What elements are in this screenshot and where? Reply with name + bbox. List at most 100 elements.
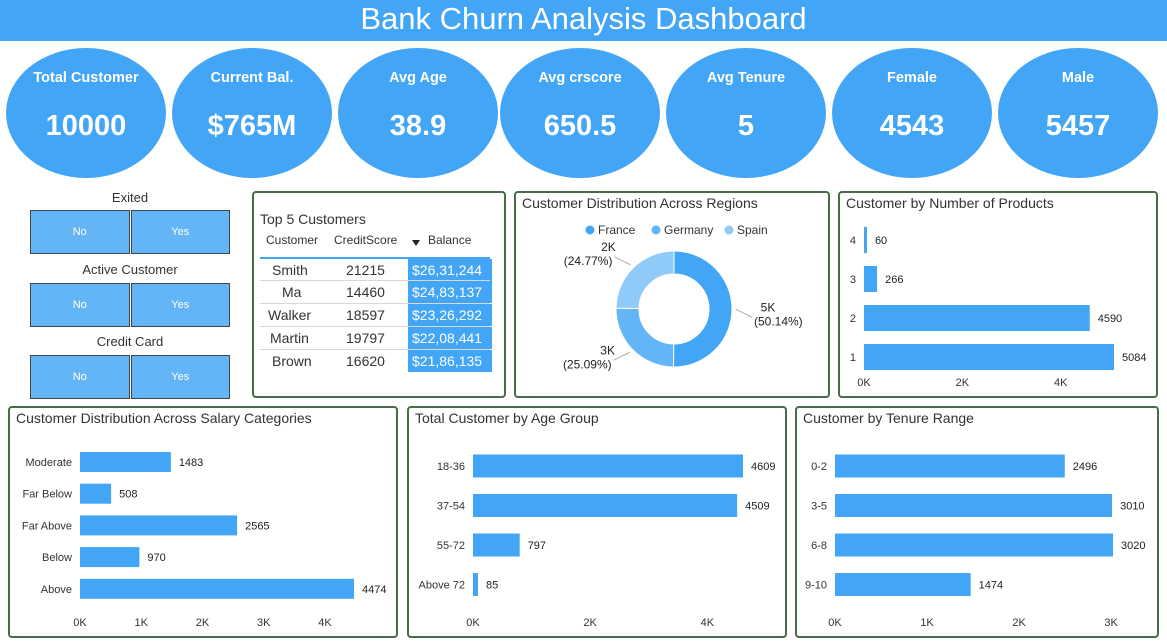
slicer-exited-yes[interactable]: Yes (130, 210, 230, 254)
bar (473, 533, 520, 557)
slicer-creditcard-title: Credit Card (96, 334, 164, 349)
cell-customer: Ma (282, 284, 302, 300)
x-tick-label: 2K (956, 377, 970, 389)
data-label: 3010 (1120, 501, 1144, 513)
donut-slice (615, 307, 675, 368)
bar (835, 533, 1113, 557)
x-tick-label: 0K (857, 377, 871, 389)
cell-creditscore: 18597 (346, 307, 385, 323)
chart-title: Total Customer by Age Group (415, 410, 599, 426)
data-label: 1483 (179, 457, 203, 469)
kpi-label: Current Bal. (210, 70, 294, 86)
category-label: Moderate (26, 457, 72, 469)
cell-creditscore: 21215 (346, 262, 385, 278)
table-row: Walker 18597 $23,26,292 (260, 303, 492, 326)
dashboard-title: Bank Churn Analysis Dashboard (0, 0, 1167, 41)
category-label: Below (42, 552, 72, 564)
x-tick-label: 1K (135, 617, 149, 629)
slice-percent-label: (25.09%) (563, 357, 612, 371)
x-tick-label: 4K (1054, 377, 1068, 389)
products-chart-card: Customer by Number of Products 4 60 3 266 2 4… (838, 191, 1158, 398)
kpi-label: Female (887, 70, 937, 86)
x-tick-label: 4K (701, 617, 715, 629)
bar (473, 454, 743, 478)
products-bar-chart: 4 60 3 266 2 4590 1 5084 0K 2K 4K (850, 227, 1146, 389)
legend-marker (585, 225, 595, 235)
regions-chart-card: Customer Distribution Across Regions Fra… (514, 191, 830, 398)
slicer-exited-title: Exited (111, 190, 149, 205)
slicer-active-title: Active Customer (82, 262, 178, 277)
kpi-label: Total Customer (33, 70, 139, 86)
slicer-active-no[interactable]: No (30, 283, 130, 327)
bar (835, 494, 1113, 517)
data-label: 3020 (1121, 540, 1145, 552)
category-label: 1 (850, 352, 856, 364)
kpi-value: $765M (207, 110, 297, 142)
cell-balance: $26,31,244 (408, 259, 492, 281)
column-header-balance[interactable]: Balance (428, 233, 472, 247)
kpi-avg-crscore: Avg crscore 650.5 (500, 48, 660, 178)
kpi-total-customer: Total Customer 10000 (6, 48, 166, 178)
bar (864, 266, 878, 292)
category-label: Far Below (22, 489, 72, 501)
data-label: 2496 (1073, 461, 1097, 473)
column-header-customer[interactable]: Customer (266, 233, 319, 247)
chart-title: Customer by Number of Products (846, 195, 1054, 211)
cell-creditscore: 19797 (346, 330, 385, 346)
x-tick-label: 1K (920, 617, 934, 629)
age-bar-chart: 18-36 4609 37-54 4509 55-72 797 Above 72 85 0K 2K… (419, 454, 775, 629)
bar (864, 227, 867, 253)
bar (473, 573, 478, 596)
cell-balance: $22,08,441 (408, 327, 492, 349)
chart-title: Customer Distribution Across Salary Cate… (16, 410, 312, 426)
kpi-avg-tenure: Avg Tenure 5 (666, 48, 826, 178)
kpi-male: Male 5457 (998, 48, 1158, 178)
kpi-label: Male (1061, 70, 1095, 86)
leader-line (614, 256, 631, 266)
category-label: 6-8 (811, 540, 827, 552)
data-label: 266 (885, 274, 903, 286)
table-row: Smith 21215 $26,31,244 (260, 257, 492, 281)
kpi-female: Female 4543 (832, 48, 992, 178)
table-row: Brown 16620 $21,86,135 (260, 349, 492, 372)
kpi-label: Avg crscore (538, 70, 622, 86)
data-label: 60 (875, 235, 887, 247)
slicer-credit-card: No Yes (30, 355, 230, 399)
legend-label: Germany (664, 223, 713, 237)
slicer-active-yes[interactable]: Yes (130, 283, 230, 327)
data-label: 85 (486, 580, 498, 592)
slicer-creditcard-no[interactable]: No (30, 355, 130, 399)
cell-creditscore: 16620 (346, 353, 385, 369)
cell-balance: $23,26,292 (408, 304, 492, 326)
chart-title: Customer Distribution Across Regions (522, 195, 758, 211)
x-tick-label: 0K (828, 617, 842, 629)
kpi-value: 38.9 (389, 110, 447, 142)
leader-line (613, 351, 630, 361)
bar (80, 578, 354, 599)
column-header-creditscore[interactable]: CreditScore (334, 233, 398, 247)
legend-marker (724, 225, 734, 235)
bar (80, 547, 140, 568)
data-label: 2565 (245, 520, 269, 532)
kpi-label: Avg Age (389, 70, 447, 86)
category-label: 55-72 (437, 540, 465, 552)
x-tick-label: 2K (1012, 617, 1026, 629)
sort-desc-icon[interactable] (412, 240, 420, 246)
bar (864, 305, 1090, 331)
x-tick-label: 4K (318, 617, 332, 629)
bar (80, 452, 171, 472)
age-chart-card: Total Customer by Age Group 18-36 4609 37-… (407, 406, 787, 638)
data-label: 4609 (751, 461, 775, 473)
category-label: 18-36 (437, 461, 465, 473)
donut-slice (672, 250, 733, 368)
legend-marker (651, 225, 661, 235)
kpi-avg-age: Avg Age 38.9 (338, 48, 498, 178)
cell-customer: Martin (270, 330, 309, 346)
slicer-creditcard-yes[interactable]: Yes (130, 355, 230, 399)
kpi-value: 650.5 (543, 110, 617, 142)
tenure-bar-chart: 0-2 2496 3-5 3010 6-8 3020 9-10 1474 0K 1K 2K 3K (805, 454, 1145, 629)
slicer-exited-no[interactable]: No (30, 210, 130, 254)
kpi-current-balance: Current Bal. $765M (172, 48, 332, 178)
category-label: 4 (850, 235, 856, 247)
cell-creditscore: 14460 (346, 284, 385, 300)
